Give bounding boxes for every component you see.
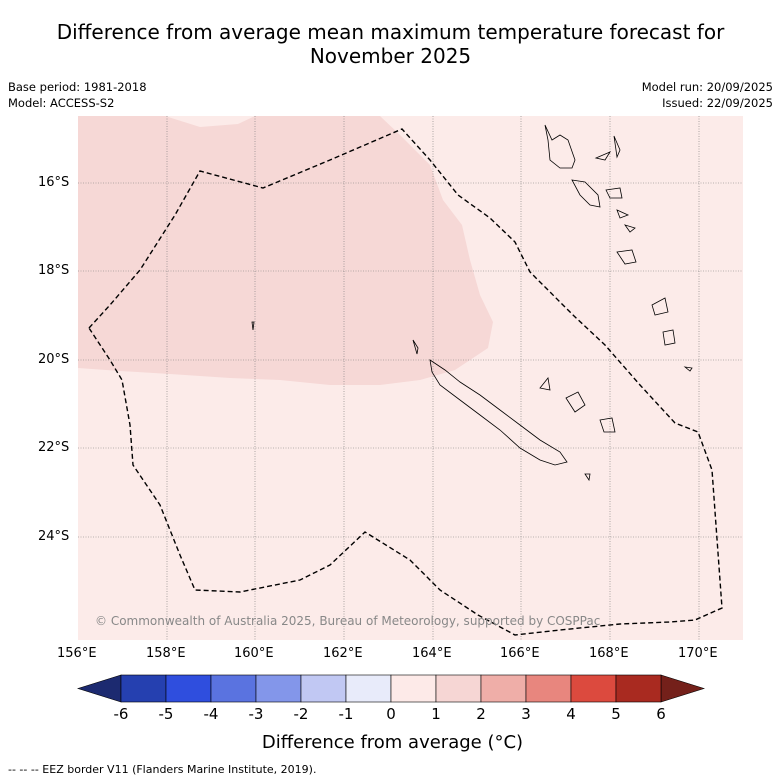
lon-label: 160°E [234,646,274,661]
colorbar-segment [165,674,212,703]
lat-label: 22°S [38,440,70,455]
colorbar-tick-label: -3 [248,705,264,723]
lon-label: 168°E [589,646,629,661]
colorbar-segment [390,674,437,703]
colorbar-tick-label: 0 [386,705,396,723]
base-period: Base period: 1981-2018 [8,80,147,94]
colorbar-segment [345,674,392,703]
graticule [78,116,743,640]
eez-border [88,128,723,636]
coastlines [251,124,693,482]
colorbar-tick-label: 4 [566,705,576,723]
lat-label: 16°S [38,175,70,190]
colorbar-segment [615,674,662,703]
colorbar-segment [525,674,572,703]
colorbar-tick-label: 3 [521,705,531,723]
model-name: Model: ACCESS-S2 [8,96,115,110]
title-line-2: November 2025 [309,44,472,68]
colorbar-segment [480,674,527,703]
new-caledonia-coast [429,359,568,466]
eez-footnote: -- -- -- EEZ border V11 (Flanders Marine… [8,763,317,776]
lon-label: 164°E [412,646,452,661]
colorbar-tick-label: 2 [476,705,486,723]
lon-label: 162°E [323,646,363,661]
lat-label: 20°S [38,352,70,367]
lat-label: 18°S [38,263,70,278]
colorbar-tick-label: -2 [293,705,309,723]
lon-label: 166°E [500,646,540,661]
copyright-notice: © Commonwealth of Australia 2025, Bureau… [95,614,601,628]
colorbar-segment [210,674,257,703]
colorbar-extend-low [76,674,122,703]
lon-label: 156°E [57,646,97,661]
title-line-1: Difference from average mean maximum tem… [56,20,725,44]
lon-label: 170°E [678,646,718,661]
colorbar-tick-label: -5 [158,705,174,723]
lat-label: 24°S [38,529,70,544]
lon-label: 158°E [146,646,186,661]
map-title: Difference from average mean maximum tem… [0,20,781,68]
colorbar-tick-label: -6 [113,705,129,723]
colorbar-tick-label: -1 [338,705,354,723]
colorbar-tick-label: 6 [656,705,666,723]
colorbar-segment [435,674,482,703]
colorbar [76,674,706,703]
colorbar-tick-label: -4 [203,705,219,723]
colorbar-extend-high [660,674,706,703]
colorbar-segment [570,674,617,703]
colorbar-label: Difference from average (°C) [261,732,524,753]
colorbar-segment [120,674,167,703]
colorbar-tick-label: 1 [431,705,441,723]
model-run: Model run: 20/09/2025 [641,80,773,94]
vanuatu-espiritu-santo [544,124,576,169]
colorbar-tick-label: 5 [611,705,621,723]
issued-date: Issued: 22/09/2025 [662,96,773,110]
anomaly-1-2-region [78,116,493,385]
colorbar-segment [255,674,302,703]
colorbar-segment [300,674,347,703]
